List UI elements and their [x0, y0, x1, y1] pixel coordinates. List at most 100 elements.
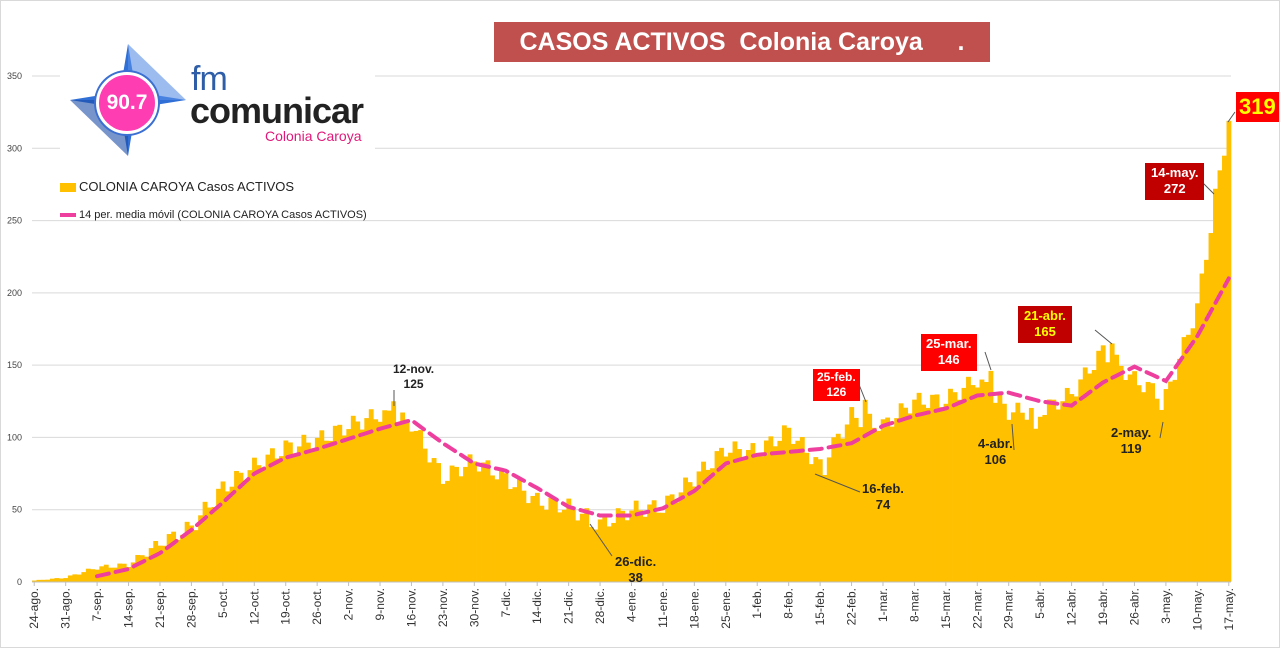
x-tick-label: 29-mar. [1002, 588, 1016, 629]
bar [481, 462, 486, 582]
x-tick-label: 26-oct. [310, 588, 324, 625]
y-tick-label: 150 [7, 360, 22, 370]
bar [63, 578, 69, 582]
bar [449, 465, 455, 582]
x-tick-label: 7-dic. [499, 588, 513, 617]
bar [1033, 428, 1039, 582]
bar [822, 475, 828, 582]
bar [252, 457, 257, 582]
bar [301, 434, 307, 582]
bar [732, 441, 738, 582]
annotation-16-feb: 16-feb. 74 [862, 481, 904, 514]
bar [494, 479, 500, 582]
bar-series [32, 120, 1232, 583]
x-tick-label: 31-ago. [59, 588, 73, 629]
x-tick-label: 25-ene. [719, 588, 733, 629]
annotation-25-feb: 25-feb. 126 [813, 369, 860, 401]
bar [1037, 416, 1043, 582]
bar [1100, 345, 1106, 582]
bar [970, 385, 976, 582]
x-tick-label: 30-nov. [467, 588, 481, 627]
bar [1132, 371, 1138, 582]
bar [737, 449, 742, 582]
bar [220, 481, 226, 582]
bar [557, 512, 563, 582]
bar [1172, 379, 1178, 582]
annotation-leader [814, 473, 861, 493]
station-logo: 90.7 fm comunicar Colonia Caroya [60, 40, 375, 160]
bar [58, 578, 64, 582]
bar [714, 451, 720, 582]
bar [1087, 373, 1093, 582]
bar [1181, 337, 1187, 582]
bar [1096, 350, 1102, 582]
bar [943, 403, 949, 582]
bar [835, 433, 841, 582]
bar [826, 457, 832, 582]
bar [862, 399, 868, 582]
bar [710, 468, 715, 582]
bar [849, 407, 855, 582]
bar [81, 572, 87, 582]
bar [180, 534, 186, 582]
bar [552, 498, 558, 582]
bar [620, 510, 626, 582]
bar [400, 412, 406, 582]
bar [530, 495, 536, 582]
bar [1141, 392, 1147, 582]
x-tick-label: 7-sep. [90, 588, 104, 621]
x-tick-label: 11-ene. [656, 588, 670, 628]
bar [606, 526, 612, 582]
annotation-26-dic: 26-dic. 38 [615, 554, 656, 587]
annotation-12-nov: 12-nov. 125 [393, 362, 434, 392]
bar [894, 418, 900, 582]
y-tick-label: 250 [7, 216, 22, 226]
bar [1091, 369, 1097, 582]
bar [431, 458, 437, 582]
bar [305, 442, 311, 582]
bar [831, 437, 837, 582]
bar [225, 491, 230, 582]
bar [615, 508, 621, 582]
annotation-date: 21-abr. [1024, 308, 1066, 323]
logo-frequency: 90.7 [96, 72, 158, 134]
moving-average-line [95, 276, 1231, 579]
bar [211, 506, 217, 582]
bar [925, 407, 931, 582]
annotation-value: 165 [1034, 324, 1056, 340]
bar [467, 454, 473, 582]
bar [790, 443, 796, 582]
bar [1163, 389, 1169, 582]
bar [885, 417, 891, 582]
bar [660, 512, 666, 582]
x-tick-label: 19-abr. [1096, 588, 1110, 625]
annotation-leader [589, 523, 613, 557]
bar [1028, 407, 1034, 582]
bar [261, 469, 266, 582]
annotation-date: 25-mar. [926, 336, 972, 351]
bar [746, 449, 751, 582]
x-tick-label: 1-mar. [876, 588, 890, 622]
bar [840, 438, 846, 582]
bar [759, 456, 765, 582]
bar [350, 415, 356, 582]
bar [786, 427, 792, 582]
logo-city: Colonia Caroya [265, 128, 362, 144]
bar [314, 437, 320, 582]
annotation-leader [1159, 421, 1164, 439]
bar [1168, 381, 1173, 582]
x-tick-label: 21-sep. [153, 588, 167, 628]
bar [566, 498, 572, 582]
annotation-value: 319 [1239, 94, 1276, 119]
x-axis-ticks: 24-ago. 31-ago. 7-sep. 14-sep. 21-sep. 28-sep… [27, 582, 1236, 630]
bar [804, 452, 810, 582]
bar [184, 521, 190, 582]
annotation-leader [1094, 329, 1113, 345]
x-tick-label: 5-abr. [1033, 588, 1047, 619]
bar [543, 509, 549, 582]
bar [741, 459, 747, 582]
annotation-value: 74 [875, 497, 891, 513]
bar [454, 466, 459, 582]
bar [813, 457, 819, 582]
bar [485, 460, 491, 582]
